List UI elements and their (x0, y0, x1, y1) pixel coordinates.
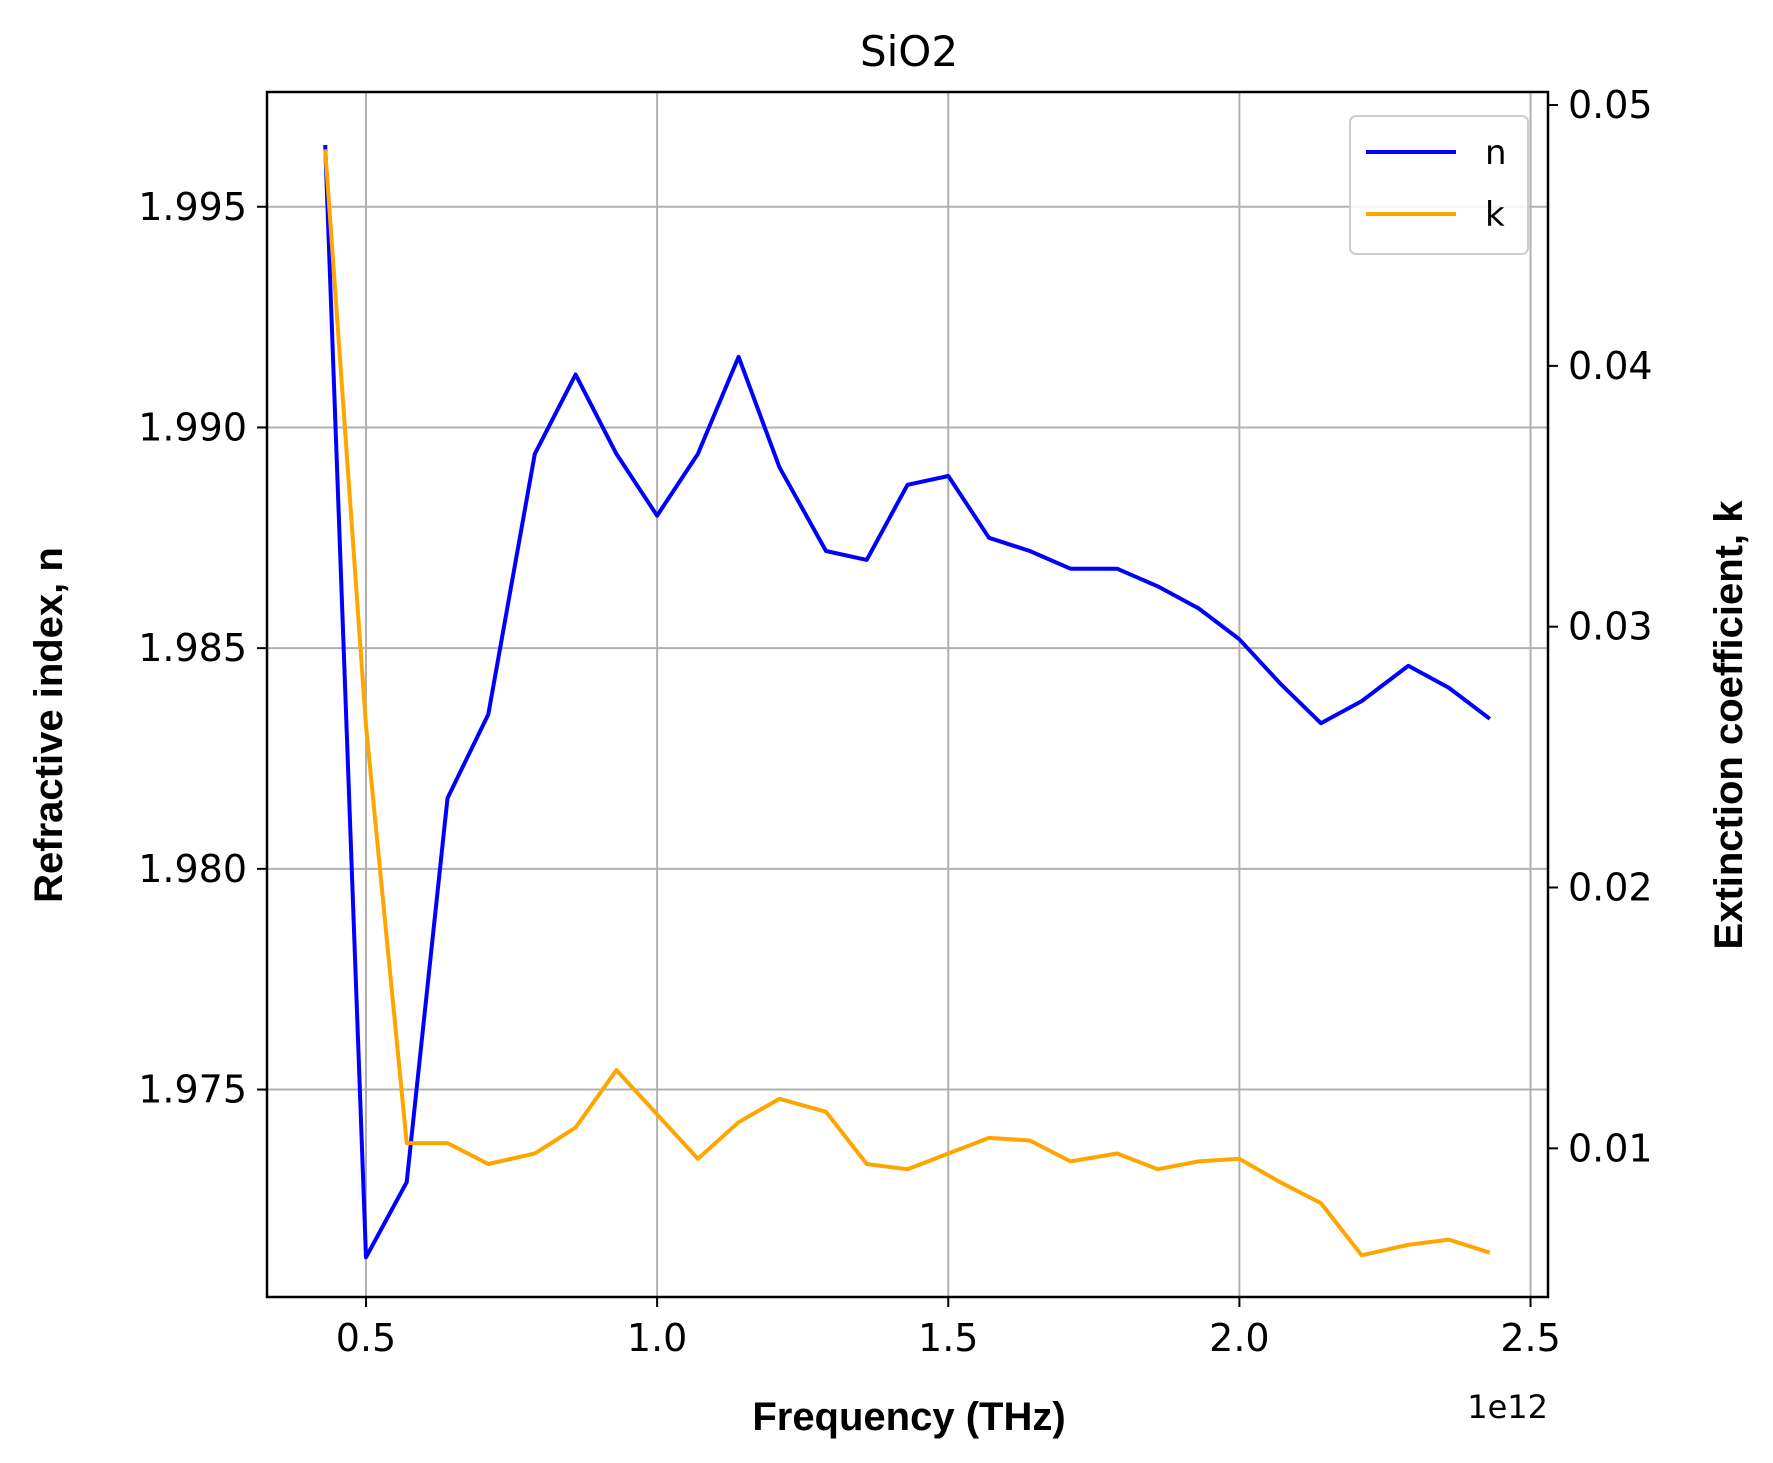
x-axis-label: Frequency (THz) (752, 1395, 1065, 1439)
right-y-tick-label: 0.04 (1568, 344, 1653, 388)
series-line-k (323, 149, 1491, 1258)
legend: nk (1349, 115, 1529, 255)
right-y-axis: 0.01 0.02 0.03 0.04 0.05 (1548, 83, 1653, 1170)
left-y-tick-label: 1.990 (138, 405, 247, 449)
left-y-tick-label: 1.980 (138, 847, 247, 891)
x-tick-label: 1.5 (918, 1316, 978, 1360)
chart-title: SiO2 (860, 27, 958, 76)
grid (267, 92, 1548, 1297)
legend-label-k: k (1485, 195, 1505, 235)
right-y-axis-label: Extinction coefficient, k (1707, 500, 1751, 950)
right-y-tick-label: 0.01 (1568, 1126, 1653, 1170)
legend-label-n: n (1485, 133, 1507, 173)
left-y-axis-label: Refractive index, n (27, 547, 71, 903)
x-tick-label: 0.5 (336, 1316, 396, 1360)
right-y-tick-label: 0.02 (1568, 866, 1653, 910)
x-offset-label: 1e12 (1467, 1388, 1548, 1426)
plot-frame (265, 90, 1550, 1299)
left-y-tick-label: 1.975 (138, 1068, 247, 1112)
x-tick-label: 2.5 (1500, 1316, 1560, 1360)
left-y-tick-label: 1.985 (138, 626, 247, 670)
x-tick-label: 2.0 (1209, 1316, 1269, 1360)
x-axis: 0.5 1.0 1.5 2.0 2.5 (336, 1297, 1561, 1360)
left-y-tick-label: 1.995 (138, 185, 247, 229)
series-lines (323, 144, 1492, 1260)
left-y-axis: 1.975 1.980 1.985 1.990 1.995 (138, 185, 267, 1112)
x-tick-label: 1.0 (627, 1316, 687, 1360)
right-y-tick-label: 0.05 (1568, 83, 1653, 127)
right-y-tick-label: 0.03 (1568, 605, 1653, 649)
series-line-n (323, 144, 1492, 1260)
